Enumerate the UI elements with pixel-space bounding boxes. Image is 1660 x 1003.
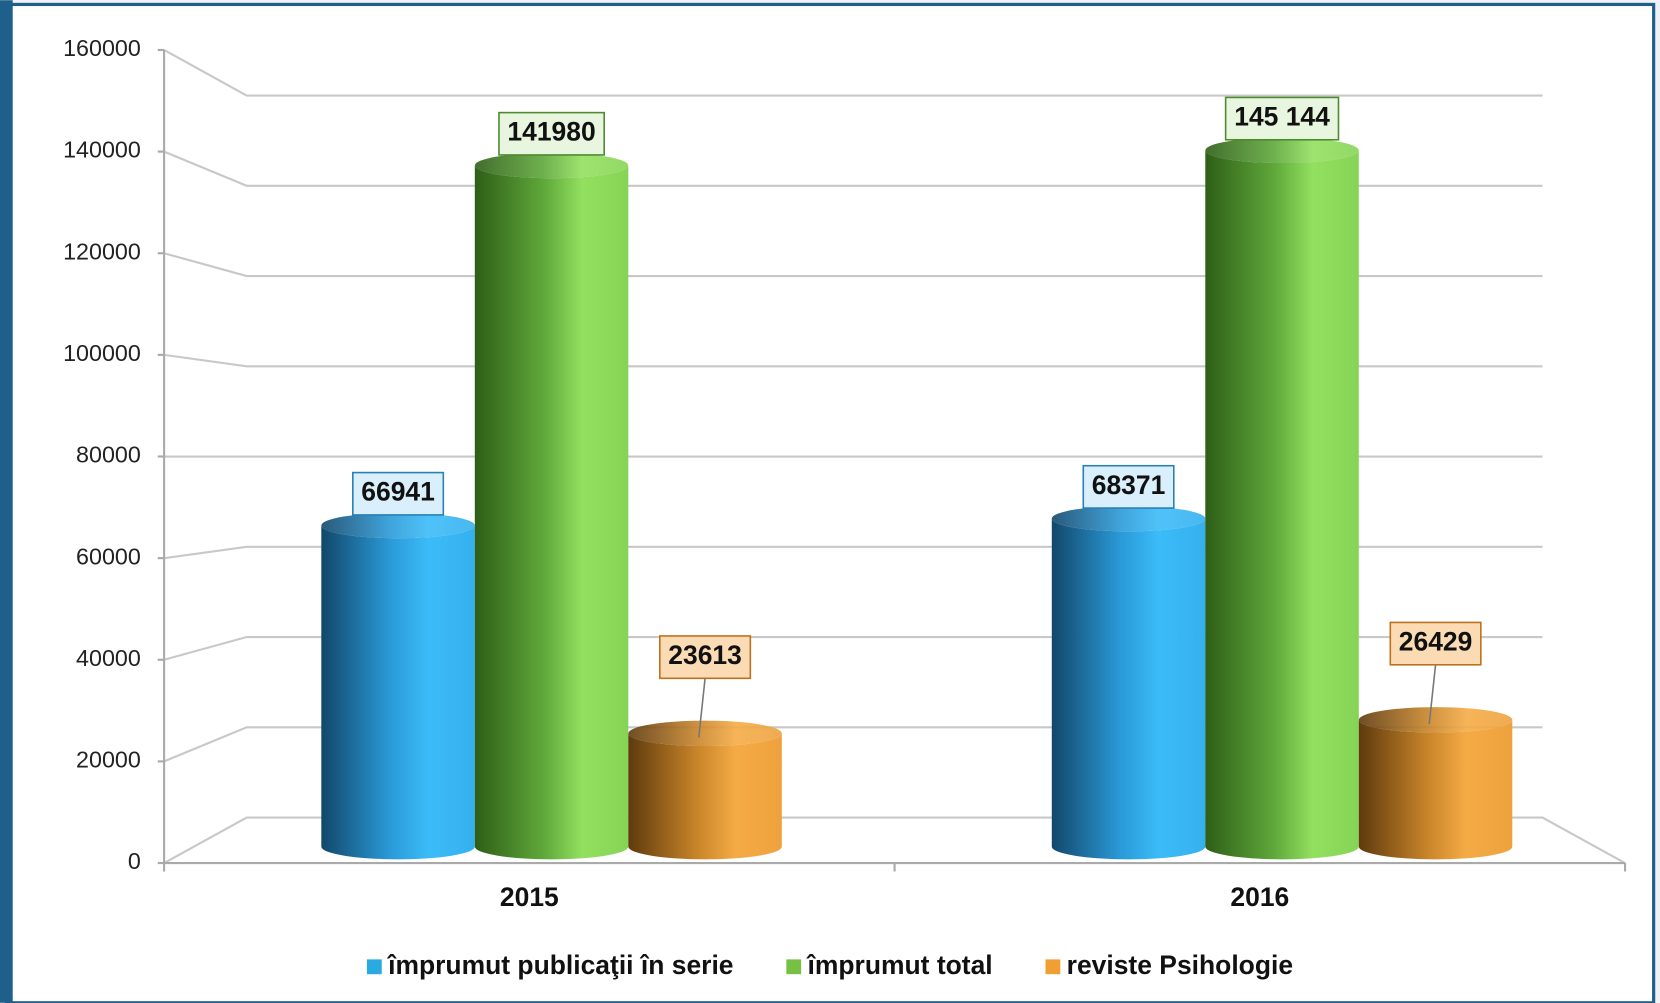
value-label-box [498, 111, 605, 156]
grid-line [163, 353, 1543, 368]
legend-swatch [786, 959, 802, 975]
grid-line [163, 150, 1543, 187]
bar-top [628, 720, 782, 747]
grid-line [163, 49, 1543, 97]
bar [1205, 150, 1359, 860]
bar-top [474, 152, 629, 179]
bar [1051, 518, 1206, 860]
value-label-text: 145 144 [1234, 102, 1330, 132]
bar [628, 733, 782, 860]
legend: împrumut publicaţii în serie împrumut tot… [366, 950, 1293, 980]
y-tick-label: 120000 [63, 238, 141, 264]
legend-swatch [1045, 959, 1061, 975]
value-label-text: 68371 [1092, 470, 1166, 500]
y-tick-label: 40000 [76, 645, 141, 671]
value-label: 68371 [1082, 464, 1175, 509]
bar [474, 165, 629, 860]
y-tick-label: 60000 [76, 543, 141, 569]
legend-label: împrumut total [806, 950, 993, 980]
leader-line [1428, 664, 1437, 725]
bar-top [321, 512, 475, 539]
floor [163, 816, 1626, 864]
y-tick-label: 0 [128, 848, 141, 874]
legend-label: împrumut publicaţii în serie [386, 950, 733, 980]
bar-top [1358, 707, 1513, 733]
y-tick-label: 20000 [76, 747, 141, 773]
x-tick-label: 2016 [1230, 882, 1289, 912]
bar-top [1051, 505, 1206, 532]
bar [1358, 719, 1513, 860]
value-label-box [659, 635, 752, 680]
plot-area: 0 20000 40000 60000 80000 100000 120000 140000 1… [63, 35, 1627, 980]
frame-left [0, 0, 13, 1003]
value-label-box [352, 471, 445, 516]
legend-swatch [366, 959, 382, 975]
value-label-box [1082, 464, 1175, 509]
value-label-box [1224, 96, 1340, 141]
y-tick-label: 160000 [63, 35, 141, 61]
legend-label: reviste Psihologie [1067, 950, 1293, 980]
bar-top [1205, 137, 1359, 164]
value-label: 141980 [498, 111, 605, 156]
value-label-text: 26429 [1399, 627, 1473, 657]
value-label: 145 144 [1224, 96, 1340, 141]
value-label-text: 23613 [668, 640, 742, 670]
value-label-box [1389, 621, 1482, 666]
value-label: 26429 [1389, 621, 1482, 725]
value-label-text: 66941 [361, 477, 435, 507]
leader-line [697, 678, 706, 738]
value-label: 66941 [352, 471, 445, 516]
y-tick-label: 100000 [63, 340, 141, 366]
y-tick-label: 140000 [63, 137, 141, 163]
grid-line [163, 252, 1543, 278]
value-label-text: 141980 [507, 117, 595, 147]
value-label: 23613 [659, 635, 752, 738]
y-tick-label: 80000 [76, 442, 141, 468]
bar [321, 525, 475, 860]
x-tick-label: 2015 [500, 882, 559, 912]
